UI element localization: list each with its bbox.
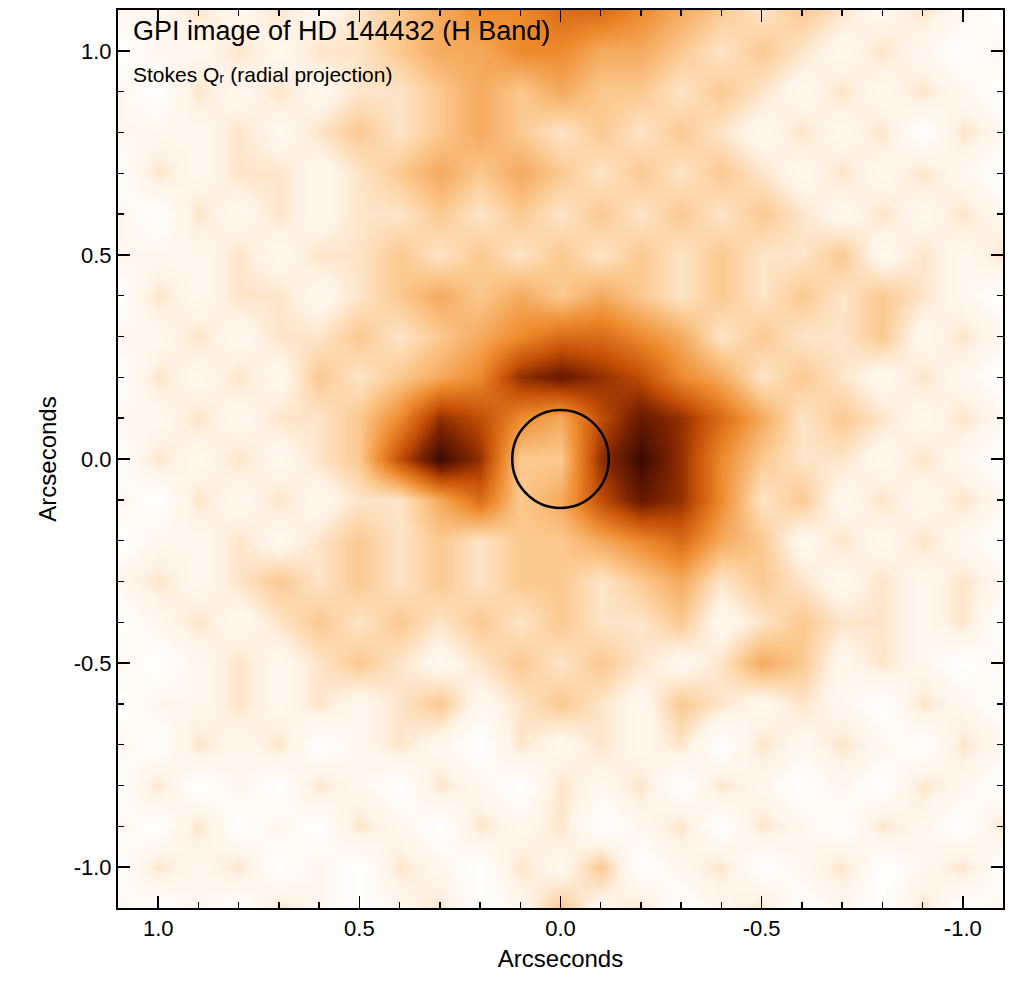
svg-text:0.0: 0.0 [545, 916, 576, 941]
svg-text:Arcseconds: Arcseconds [34, 396, 61, 521]
svg-text:1.0: 1.0 [143, 916, 174, 941]
svg-text:GPI image of HD 144432 (H Band: GPI image of HD 144432 (H Band) [133, 16, 550, 46]
svg-text:0.5: 0.5 [81, 243, 112, 268]
svg-text:0.5: 0.5 [344, 916, 375, 941]
svg-text:-0.5: -0.5 [74, 651, 112, 676]
svg-text:Stokes Qᵣ (radial projection): Stokes Qᵣ (radial projection) [133, 63, 392, 86]
svg-text:-0.5: -0.5 [743, 916, 781, 941]
svg-text:-1.0: -1.0 [944, 916, 982, 941]
svg-text:-1.0: -1.0 [74, 855, 112, 880]
svg-text:Arcseconds: Arcseconds [498, 945, 623, 972]
svg-text:0.0: 0.0 [81, 447, 112, 472]
svg-text:1.0: 1.0 [81, 39, 112, 64]
